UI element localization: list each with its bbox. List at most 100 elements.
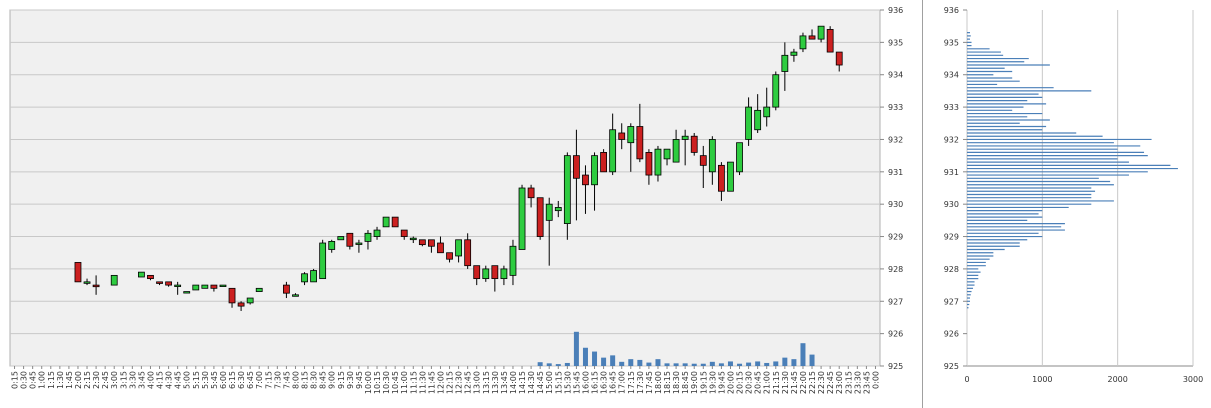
candle-body (373, 229, 381, 237)
candle-body (482, 268, 490, 280)
candle-body (165, 281, 172, 286)
x-tick-label: 2:30 (92, 371, 101, 389)
volume-bar (791, 359, 797, 366)
x-tick-label: 1:15 (47, 371, 56, 389)
volume-bar (637, 359, 643, 366)
candle-body (147, 274, 154, 280)
y-tick-label: 927 (888, 297, 903, 306)
y-tick-label: 925 (944, 362, 959, 371)
y-tick-label: 934 (888, 71, 903, 80)
x-tick-label: 21:00 (763, 371, 772, 394)
candle-body (799, 35, 807, 50)
x-tick-label: 4:00 (146, 371, 155, 389)
volume-bar (773, 361, 779, 366)
y-tick-label: 926 (944, 330, 959, 339)
candle-body (772, 74, 780, 108)
volume-bar (628, 359, 634, 366)
x-tick-label: 19:45 (717, 371, 726, 394)
x-tick-label: 17:30 (636, 371, 645, 394)
volume-bar (537, 362, 543, 366)
x-tick-label: 18:00 (654, 371, 663, 394)
volume-bar (718, 363, 724, 366)
x-tick-label: 2000 (1107, 375, 1127, 384)
candle-body (763, 106, 771, 118)
candle-body (138, 271, 145, 278)
candle-body (228, 287, 236, 304)
x-tick-label: 1:30 (56, 371, 65, 389)
x-tick-label: 9:30 (346, 371, 355, 389)
x-tick-label: 12:45 (464, 371, 473, 394)
y-tick-label: 927 (944, 297, 959, 306)
volume-bar (809, 354, 815, 366)
candle-body (174, 284, 182, 287)
candle-body (699, 155, 707, 166)
x-tick-label: 20:15 (736, 371, 745, 394)
candle-body (727, 161, 734, 192)
y-tick-label: 931 (944, 168, 959, 177)
candle-body (817, 25, 825, 40)
y-tick-label: 929 (888, 233, 903, 242)
x-tick-label: 11:30 (418, 371, 427, 394)
volume-bar (746, 362, 752, 366)
x-tick-label: 7:00 (255, 371, 264, 389)
candle-body (618, 132, 626, 140)
volume-bar (555, 364, 561, 366)
x-tick-label: 5:30 (201, 371, 210, 389)
x-tick-label: 15:30 (563, 371, 572, 394)
x-tick-label: 11:15 (409, 371, 418, 394)
volume-bar (691, 363, 697, 366)
candle-body (609, 129, 617, 173)
x-tick-label: 13:00 (473, 371, 482, 394)
volume-bar (700, 363, 706, 366)
x-tick-label: 20:45 (754, 371, 763, 394)
x-tick-label: 7:45 (282, 371, 291, 389)
candle-body (636, 126, 644, 160)
x-tick-label: 3:00 (110, 371, 119, 389)
x-tick-label: 9:45 (355, 371, 364, 389)
candle-body (509, 245, 517, 276)
candle-body (754, 109, 762, 131)
y-tick-label: 928 (944, 265, 959, 274)
y-tick-label: 935 (888, 38, 903, 47)
volume-bar (664, 363, 670, 366)
y-tick-label: 932 (944, 135, 959, 144)
x-tick-label: 0:00 (871, 371, 880, 389)
x-tick-label: 5:15 (192, 371, 201, 389)
x-tick-label: 16:00 (581, 371, 590, 394)
x-tick-label: 14:00 (509, 371, 518, 394)
volume-bar (709, 361, 715, 366)
x-tick-label: 8:15 (301, 371, 310, 389)
y-tick-label: 929 (944, 233, 959, 242)
x-tick-label: 6:45 (246, 371, 255, 389)
candle-body (563, 155, 571, 225)
volume-bar (782, 357, 788, 366)
candle-body (826, 29, 834, 53)
y-tick-label: 928 (888, 265, 903, 274)
candle-body (500, 268, 508, 280)
volume-bar (764, 362, 770, 366)
candle-body (237, 302, 245, 307)
x-tick-label: 16:30 (600, 371, 609, 394)
volume-bar (592, 351, 598, 366)
x-tick-label: 12:00 (436, 371, 445, 394)
candle-body (627, 126, 635, 144)
candle-body (491, 265, 499, 280)
x-tick-label: 4:15 (156, 371, 165, 389)
x-tick-label: 6:30 (237, 371, 246, 389)
volume-bar (546, 363, 552, 366)
candle-body (645, 151, 653, 176)
x-tick-label: 21:30 (781, 371, 790, 394)
x-tick-label: 3:30 (128, 371, 137, 389)
candle-body (781, 54, 789, 72)
candle-body (246, 297, 254, 304)
volume-bar (655, 359, 661, 366)
x-tick-label: 7:30 (273, 371, 282, 389)
x-tick-label: 8:30 (310, 371, 319, 389)
x-tick-label: 23:15 (844, 371, 853, 394)
candle-body (192, 284, 200, 291)
x-tick-label: 8:00 (291, 371, 300, 389)
y-tick-label: 925 (888, 362, 903, 371)
candle-body (437, 242, 444, 254)
x-tick-label: 20:30 (745, 371, 754, 394)
candle-body (663, 148, 671, 160)
